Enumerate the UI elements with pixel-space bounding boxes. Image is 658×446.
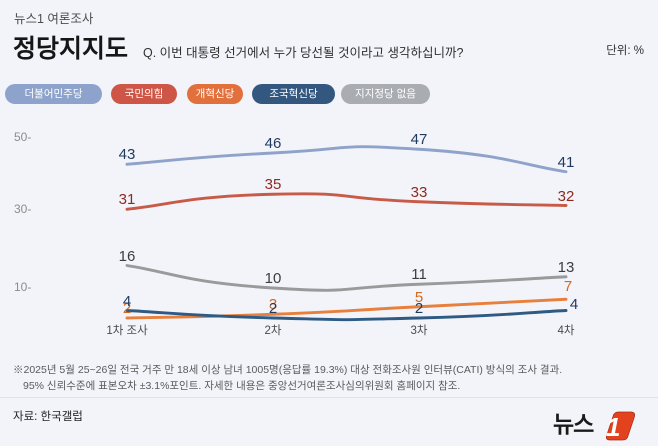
svg-text:뉴스: 뉴스 — [553, 411, 594, 437]
svg-text:1: 1 — [606, 412, 620, 441]
